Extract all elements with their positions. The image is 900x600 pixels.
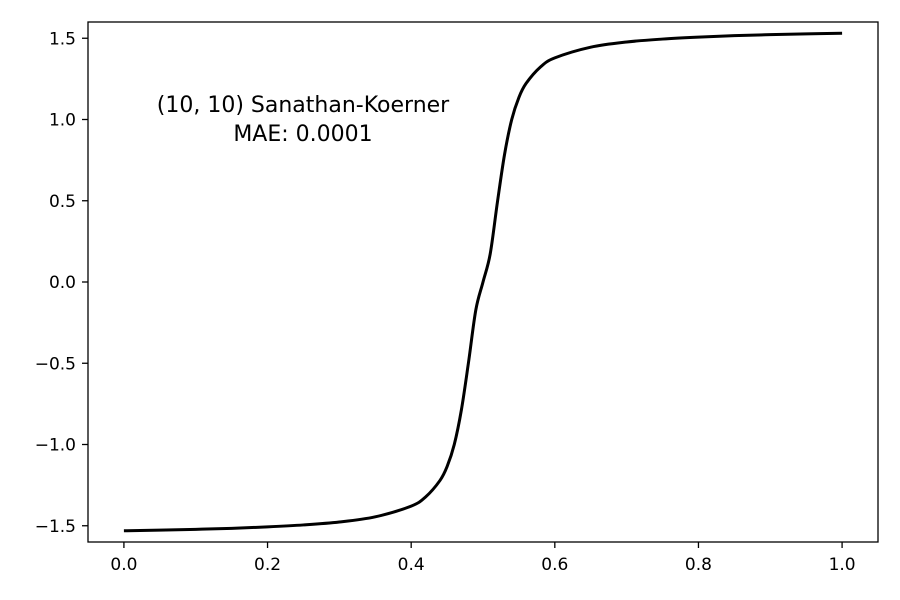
y-tick-label: −0.5 — [35, 354, 76, 374]
y-axis-ticks: −1.5 −1.0 −0.5 0.0 0.5 1.0 1.5 — [35, 29, 88, 537]
x-tick-label: 0.8 — [685, 555, 712, 575]
annotation-line-2: MAE: 0.0001 — [233, 122, 372, 147]
x-tick-label: 0.0 — [110, 555, 137, 575]
x-tick-label: 0.4 — [398, 555, 425, 575]
x-tick-label: 1.0 — [829, 555, 856, 575]
series-line — [123, 31, 843, 533]
x-axis-ticks: 0.0 0.2 0.4 0.6 0.8 1.0 — [110, 542, 856, 575]
annotation-line-1: (10, 10) Sanathan-Koerner — [157, 93, 450, 118]
y-tick-label: 0.0 — [49, 273, 76, 293]
x-tick-label: 0.2 — [254, 555, 281, 575]
y-tick-label: −1.0 — [35, 436, 76, 456]
plot-area — [123, 31, 843, 533]
x-tick-label: 0.6 — [541, 555, 568, 575]
y-tick-label: 1.0 — [49, 111, 76, 131]
y-tick-label: 0.5 — [49, 192, 76, 212]
y-tick-label: 1.5 — [49, 29, 76, 49]
y-tick-label: −1.5 — [35, 517, 76, 537]
